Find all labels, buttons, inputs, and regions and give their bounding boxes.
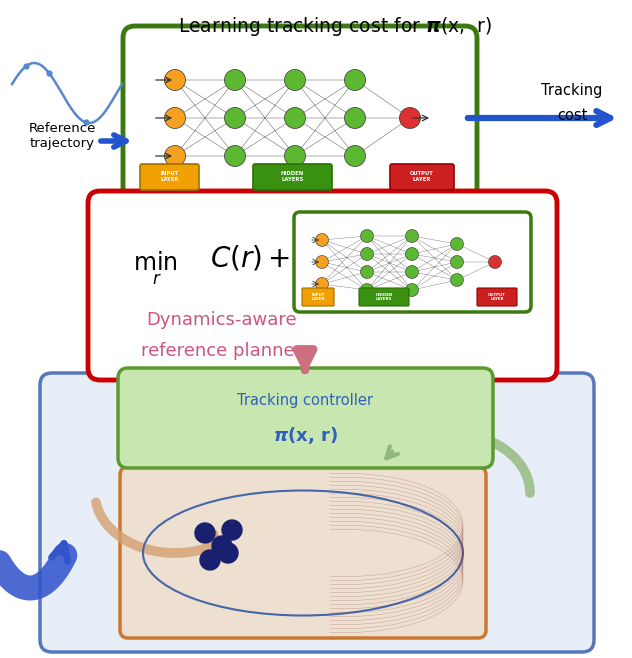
Circle shape <box>164 70 186 91</box>
Circle shape <box>315 278 329 290</box>
Circle shape <box>406 247 418 261</box>
Text: HIDDEN
LAYERS: HIDDEN LAYERS <box>281 171 304 182</box>
FancyBboxPatch shape <box>88 191 557 380</box>
Text: Tracking: Tracking <box>542 82 603 97</box>
FancyBboxPatch shape <box>302 288 334 306</box>
FancyBboxPatch shape <box>294 212 531 312</box>
Circle shape <box>451 274 463 286</box>
FancyBboxPatch shape <box>118 368 493 468</box>
Circle shape <box>224 70 245 91</box>
Circle shape <box>489 255 502 268</box>
Text: Reference
trajectory: Reference trajectory <box>28 122 95 150</box>
Circle shape <box>406 265 418 278</box>
Circle shape <box>406 230 418 243</box>
Circle shape <box>360 247 374 261</box>
Circle shape <box>360 265 374 278</box>
Text: Learning tracking cost for $\boldsymbol{\pi}$(x,  r): Learning tracking cost for $\boldsymbol{… <box>178 14 492 38</box>
FancyBboxPatch shape <box>40 373 594 652</box>
Circle shape <box>315 234 329 247</box>
Circle shape <box>284 70 305 91</box>
FancyBboxPatch shape <box>120 467 486 638</box>
Text: OUTPUT
LAYER: OUTPUT LAYER <box>488 293 506 301</box>
Circle shape <box>284 107 305 128</box>
Text: INPUT
LAYER: INPUT LAYER <box>161 171 179 182</box>
FancyBboxPatch shape <box>359 288 409 306</box>
FancyBboxPatch shape <box>390 164 454 190</box>
Text: cost: cost <box>557 109 587 124</box>
Circle shape <box>451 255 463 268</box>
Circle shape <box>284 145 305 166</box>
Circle shape <box>360 284 374 297</box>
Circle shape <box>406 284 418 297</box>
Circle shape <box>360 230 374 243</box>
Text: $C(r)+$: $C(r)+$ <box>210 243 290 272</box>
Circle shape <box>200 550 220 570</box>
Circle shape <box>164 145 186 166</box>
Circle shape <box>212 536 232 556</box>
Circle shape <box>195 523 215 543</box>
Circle shape <box>315 255 329 268</box>
Text: Dynamics-aware: Dynamics-aware <box>147 311 297 329</box>
Text: reference planner: reference planner <box>142 342 303 360</box>
Text: INPUT
LAYER: INPUT LAYER <box>311 293 325 301</box>
FancyBboxPatch shape <box>477 288 517 306</box>
Circle shape <box>218 543 238 563</box>
FancyBboxPatch shape <box>253 164 332 190</box>
Circle shape <box>344 145 365 166</box>
FancyBboxPatch shape <box>123 26 477 202</box>
Circle shape <box>344 70 365 91</box>
Circle shape <box>222 520 242 540</box>
Text: OUTPUT
LAYER: OUTPUT LAYER <box>410 171 434 182</box>
Circle shape <box>399 107 420 128</box>
FancyBboxPatch shape <box>140 164 199 190</box>
Circle shape <box>224 107 245 128</box>
Text: $\underset{r}{\mathrm{min}}$: $\underset{r}{\mathrm{min}}$ <box>133 249 178 287</box>
Circle shape <box>344 107 365 128</box>
Circle shape <box>164 107 186 128</box>
Text: $\boldsymbol{\pi}$(x, r): $\boldsymbol{\pi}$(x, r) <box>272 426 337 447</box>
Text: HIDDEN
LAYERS: HIDDEN LAYERS <box>375 293 392 301</box>
Text: Tracking controller: Tracking controller <box>237 393 373 407</box>
Circle shape <box>224 145 245 166</box>
Circle shape <box>451 238 463 251</box>
